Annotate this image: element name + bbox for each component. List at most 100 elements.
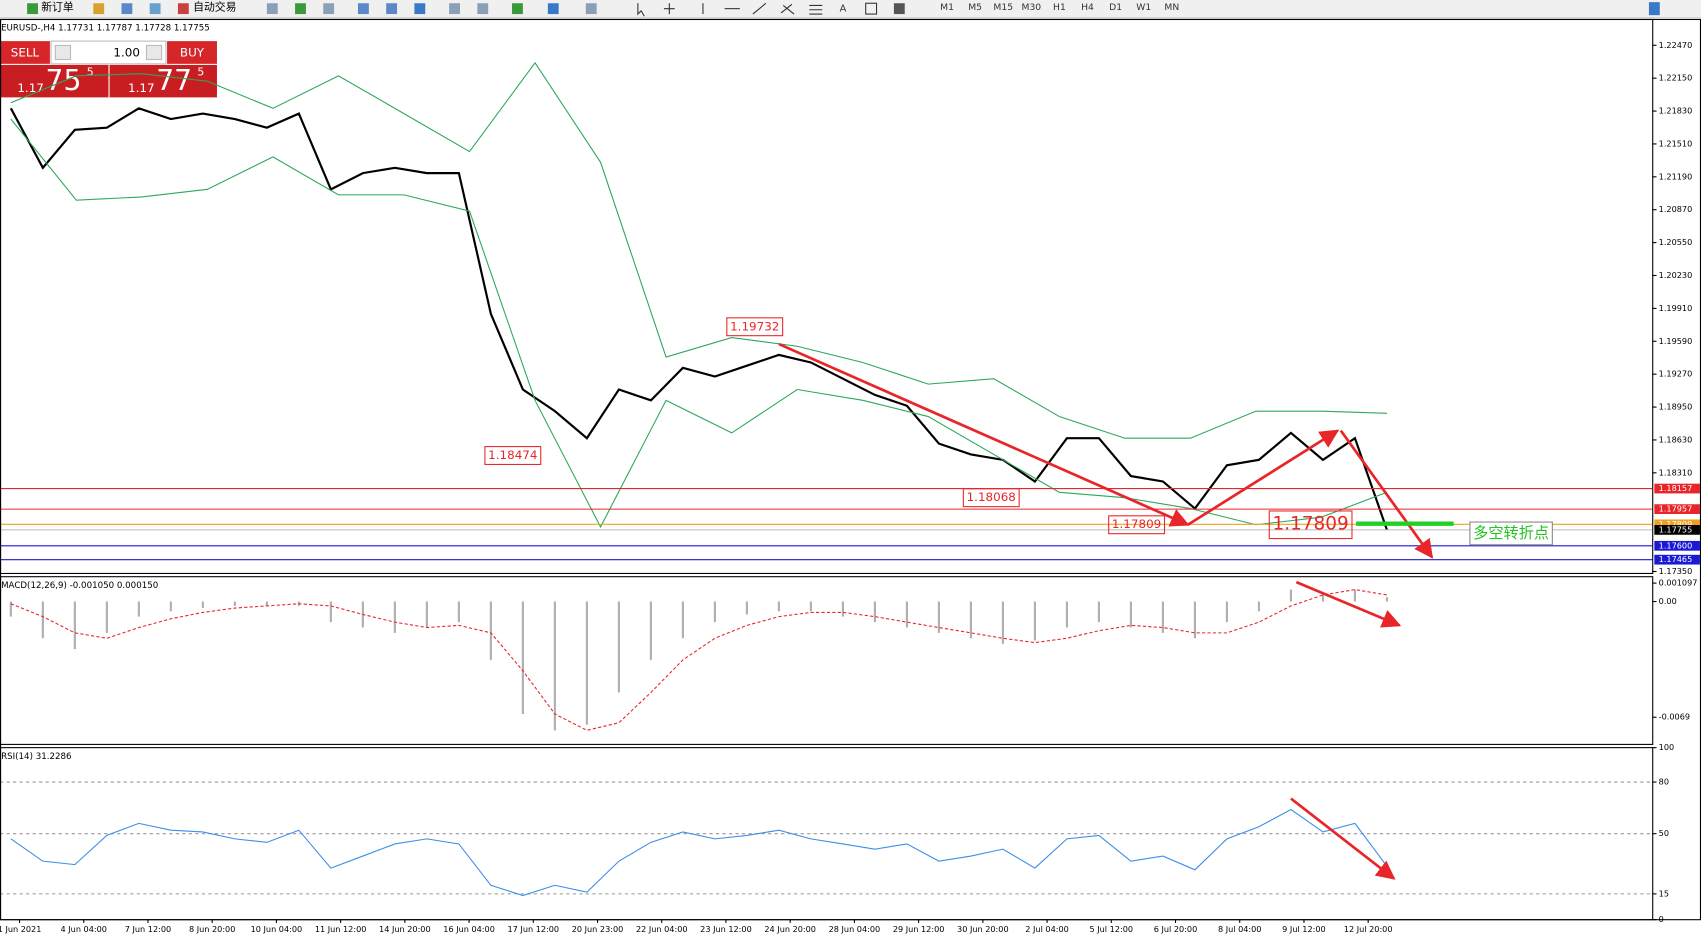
y-tick-label: 1.18310 [1659, 467, 1693, 477]
x-tick-label: 7 Jun 12:00 [125, 924, 171, 934]
y-tick-label: 1.22150 [1659, 73, 1693, 83]
x-tick-label: 16 Jun 04:00 [443, 924, 495, 934]
annotation-box [726, 317, 784, 337]
annotation-box [1469, 521, 1553, 546]
x-tick-label: 4 Jun 04:00 [61, 924, 107, 934]
annotation-box [484, 446, 542, 465]
y-tick-label: 1.21830 [1659, 106, 1693, 116]
price-label: 1.17957 [1659, 504, 1693, 514]
toolbar-icons: A [27, 2, 1660, 17]
x-tick-label: 30 Jun 20:00 [957, 924, 1009, 934]
y-tick-label: 1.19270 [1659, 369, 1693, 379]
lots-value: 1.00 [113, 46, 140, 60]
panel-frame [0, 18, 1654, 574]
lots-input[interactable] [50, 40, 167, 65]
x-tick-label: 22 Jun 04:00 [636, 924, 688, 934]
y-tick-label: 1.21510 [1659, 138, 1693, 148]
price-label: 1.18157 [1659, 483, 1693, 493]
price-label: 1.17465 [1659, 554, 1693, 564]
price-label: 1.17755 [1659, 524, 1693, 534]
x-tick-label: 14 Jun 20:00 [379, 924, 431, 934]
y-tick-label: 1.19590 [1659, 336, 1693, 346]
sell-price-box[interactable] [0, 64, 109, 98]
y-tick-label: 1.21190 [1659, 171, 1693, 181]
timeframe-button[interactable]: MN [1164, 2, 1179, 13]
trend-arrow [1339, 429, 1434, 559]
timeframe-button[interactable]: M5 [968, 2, 982, 13]
trade-panel: SELL 1.00 BUY 1.17 75 5 1.17 77 5 [0, 40, 217, 98]
price-label: 1.17600 [1659, 540, 1693, 550]
timeframe-button[interactable]: H1 [1053, 2, 1066, 13]
annotation: 1.18068 [967, 490, 1016, 504]
x-tick-label: 23 Jun 12:00 [700, 924, 752, 934]
timeframe-button[interactable]: W1 [1136, 2, 1151, 13]
y-tick-label: 0.001097 [1659, 578, 1698, 588]
x-tick-label: 12 Jul 20:00 [1344, 924, 1393, 934]
price-label: 1.17809 [1659, 519, 1693, 529]
x-tick-label: 20 Jun 23:00 [572, 924, 624, 934]
x-tick-label: 17 Jun 12:00 [508, 924, 560, 934]
y-tick-label: 0.00 [1659, 596, 1677, 606]
x-tick-label: 5 Jul 12:00 [1090, 924, 1134, 934]
timeframe-button[interactable]: M30 [1022, 2, 1042, 13]
x-tick-label: 8 Jun 20:00 [189, 924, 235, 934]
price-label-bg [1654, 540, 1700, 551]
price-pips: 77 [156, 64, 192, 97]
buy-price-box[interactable] [109, 64, 217, 98]
buy-label: BUY [180, 46, 205, 60]
series-line [10, 808, 1388, 897]
trend-arrow [778, 342, 1190, 527]
price-label-bg [1654, 483, 1700, 494]
panel-title: MACD(12,26,9) -0.001050 0.000150 [1, 581, 158, 591]
y-tick-label: 1.17350 [1659, 566, 1693, 576]
panel-title: EURUSD-,H4 1.17731 1.17787 1.17728 1.177… [1, 24, 210, 34]
toolbar [0, 0, 1701, 18]
annotation-box [1108, 515, 1166, 535]
annotation-box [962, 488, 1020, 508]
sell-label: SELL [11, 46, 40, 60]
x-tick-label: 29 Jun 12:00 [893, 924, 945, 934]
toolbar-button[interactable]: 自动交易 [193, 0, 236, 14]
y-tick-label: 80 [1659, 777, 1669, 787]
price-label-bg [1654, 504, 1700, 514]
annotation-box [1268, 510, 1353, 540]
annotation: 1.19732 [730, 319, 779, 333]
trend-arrow [1187, 429, 1340, 526]
x-tick-label: 6 Jul 20:00 [1154, 924, 1198, 934]
y-tick-label: 1.19910 [1659, 303, 1693, 313]
toolbar-button[interactable]: 新订单 [41, 0, 74, 14]
x-tick-label: 28 Jun 04:00 [829, 924, 881, 934]
price-label-bg [1654, 519, 1700, 530]
buy-button[interactable] [167, 41, 217, 64]
price-frac: 5 [197, 66, 204, 79]
price-axis-frame [0, 18, 1701, 921]
timeframe-button[interactable]: M15 [993, 2, 1013, 13]
y-tick-label: -0.0069 [1659, 712, 1690, 722]
y-tick-label: 50 [1659, 828, 1669, 838]
panel-frame [0, 576, 1654, 745]
timeframe-button[interactable]: D1 [1109, 2, 1122, 13]
price-label-bg [1654, 525, 1700, 535]
trend-arrow [1290, 797, 1396, 880]
y-tick-label: 100 [1659, 742, 1675, 752]
y-tick-label: 1.18950 [1659, 402, 1693, 412]
series-line [10, 118, 1388, 529]
price-big: 1.17 [128, 81, 155, 95]
price-label-bg [1654, 554, 1700, 565]
y-tick-label: 1.18630 [1659, 434, 1693, 444]
x-tick-label: 24 Jun 20:00 [764, 924, 816, 934]
trend-arrow [1295, 580, 1402, 628]
y-tick-label: 1.20870 [1659, 204, 1693, 214]
sell-button[interactable] [0, 41, 50, 64]
y-tick-label: 15 [1659, 888, 1669, 898]
annotation: 1.18474 [488, 448, 537, 462]
timeframe-button[interactable]: M1 [940, 2, 954, 13]
annotation: 1.17809 [1112, 517, 1161, 531]
price-big: 1.17 [17, 81, 44, 95]
x-tick-label: 2 Jul 04:00 [1025, 924, 1069, 934]
y-tick-label: 1.22470 [1659, 40, 1693, 50]
timeframe-button[interactable]: H4 [1081, 2, 1094, 13]
series-line [10, 589, 1388, 731]
